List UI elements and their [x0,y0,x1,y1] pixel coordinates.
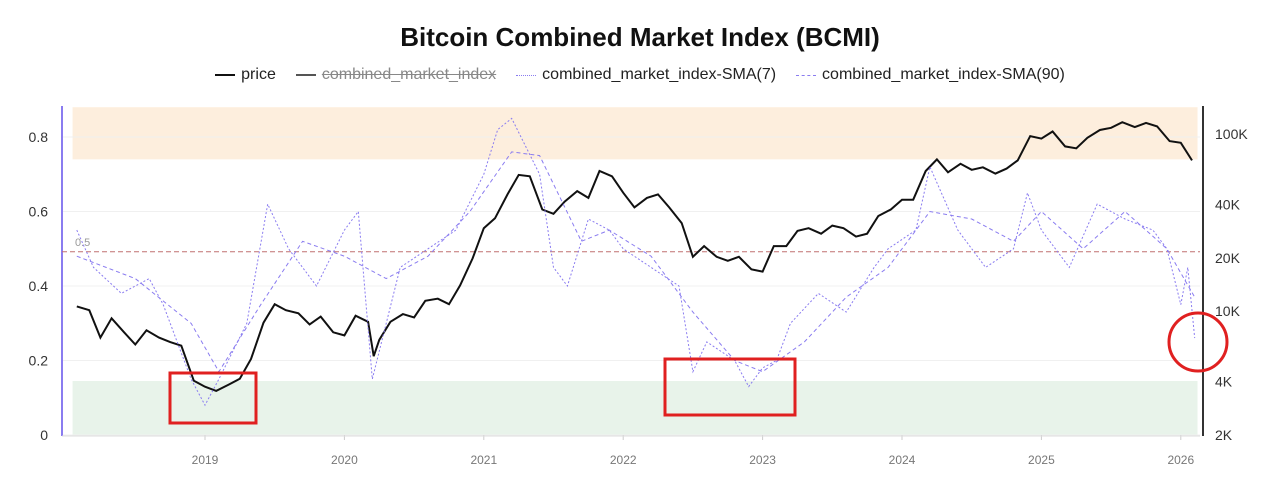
legend-label: combined_market_index-SMA(7) [542,66,777,83]
x-tick-label: 2019 [192,453,219,467]
series-price [76,121,1193,392]
annotation-box [168,371,258,425]
left-tick-label: 0.6 [29,204,49,220]
legend-item-price[interactable]: price [215,66,276,84]
left-tick-label: 0.8 [29,129,49,145]
right-tick-label: 10K [1215,303,1241,319]
legend-label: combined_market_index [321,66,497,83]
right-tick-label: 100K [1215,126,1248,142]
x-tick-label: 2025 [1028,453,1055,467]
x-tick-label: 2023 [749,453,776,467]
series-combined-market-index-sma-90- [76,151,1196,373]
band-0 [72,107,1198,160]
x-tick-label: 2026 [1167,453,1194,467]
left-tick-label: 0.2 [29,353,49,369]
x-tick-label: 2021 [470,453,497,467]
x-tick-label: 2024 [889,453,916,467]
x-tick-label: 2020 [331,453,358,467]
right-tick-label: 20K [1215,250,1241,266]
right-tick-label: 2K [1215,427,1233,443]
right-tick-label: 4K [1215,374,1233,390]
legend-item-combined-market-index[interactable]: combined_market_index [295,66,497,84]
right-tick-label: 40K [1215,197,1241,213]
legend-label: price [241,66,276,83]
legend-item-sma7[interactable]: combined_market_index-SMA(7) [516,66,776,84]
band-1 [72,380,1198,435]
chart-title: Bitcoin Combined Market Index (BCMI) [400,22,880,52]
left-tick-label: 0 [40,427,48,443]
left-tick-label: 0.4 [29,278,49,294]
legend-item-sma90[interactable]: combined_market_index-SMA(90) [796,66,1065,84]
legend: price combined_market_index combined_mar… [0,66,1280,84]
annotation-circle [1167,311,1229,373]
annotation-box [663,357,797,417]
legend-label: combined_market_index-SMA(90) [822,66,1065,83]
x-tick-label: 2022 [610,453,637,467]
series-combined-market-index-sma-7- [76,117,1196,407]
